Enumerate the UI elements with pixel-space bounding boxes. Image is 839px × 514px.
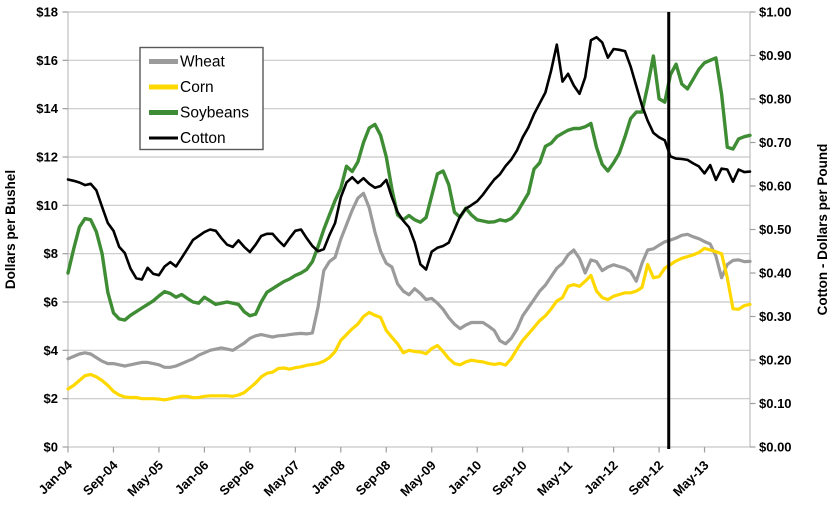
y-left-tick-label: $4 (44, 343, 59, 358)
y-right-tick-label: $0.40 (759, 266, 792, 281)
legend-label-cotton: Cotton (180, 130, 226, 147)
y-right-tick-label: $0.20 (759, 353, 792, 368)
y-left-axis-title: Dollars per Bushel (3, 170, 18, 289)
legend-label-soybeans: Soybeans (180, 105, 249, 122)
corn-series-line (66, 246, 752, 402)
x-tick-label: Sep-10 (489, 458, 530, 499)
y-right-tick-label: $0.80 (759, 92, 792, 107)
y-right-tick-label: $0.90 (759, 48, 792, 63)
x-tick-label: Jan-12 (581, 458, 621, 498)
x-tick-label: May-05 (124, 458, 166, 500)
x-tick-label: Sep-12 (625, 458, 666, 499)
x-tick-label: Sep-06 (216, 458, 257, 499)
x-tick-label: Sep-08 (353, 458, 394, 499)
y-right-tick-label: $0.30 (759, 309, 792, 324)
wheat-series-line (66, 191, 752, 369)
legend: Wheat Corn Soybeans Cotton (139, 46, 264, 151)
legend-item-wheat: Wheat (149, 54, 225, 71)
x-tick-label: Jan-08 (308, 458, 348, 498)
legend-item-soybeans: Soybeans (149, 105, 249, 122)
y-left-tick-label: $10 (36, 198, 58, 213)
y-left-tick-label: $16 (36, 53, 58, 68)
legend-label-wheat: Wheat (180, 54, 225, 71)
y-right-axis-title: Cotton - Dollars per Pound (815, 144, 830, 316)
legend-box (139, 46, 264, 151)
y-left-tick-label: $18 (36, 5, 58, 20)
y-left-tick-label: $14 (36, 101, 58, 116)
cotton-series-line (66, 35, 752, 281)
y-left-tick-label: $0 (44, 440, 58, 455)
y-right-tick-label: $0.50 (759, 222, 792, 237)
x-tick-label: Jan-10 (445, 458, 485, 498)
x-tick-label: May-13 (670, 458, 712, 500)
y-right-tick-label: $0.60 (759, 179, 792, 194)
y-right-tick-label: $1.00 (759, 5, 792, 20)
x-tick-label: Jan-04 (35, 457, 75, 497)
y-left-tick-label: $6 (44, 295, 58, 310)
legend-item-cotton: Cotton (149, 130, 226, 147)
x-tick-label: May-11 (534, 458, 575, 499)
y-left-tick-label: $8 (44, 246, 58, 261)
y-right-tick-label: $0.10 (759, 396, 792, 411)
legend-label-corn: Corn (180, 79, 214, 96)
y-left-tick-label: $2 (44, 391, 58, 406)
y-left-tick-label: $12 (36, 150, 58, 165)
x-tick-label: May-07 (261, 458, 303, 500)
y-right-tick-label: $0.00 (759, 440, 792, 455)
legend-item-corn: Corn (149, 79, 214, 96)
soybeans-series-line (66, 54, 752, 322)
y-right-tick-label: $0.70 (759, 135, 792, 150)
x-tick-label: May-09 (397, 458, 439, 500)
x-tick-label: Jan-06 (172, 458, 212, 498)
x-tick-label: Sep-04 (80, 457, 121, 498)
